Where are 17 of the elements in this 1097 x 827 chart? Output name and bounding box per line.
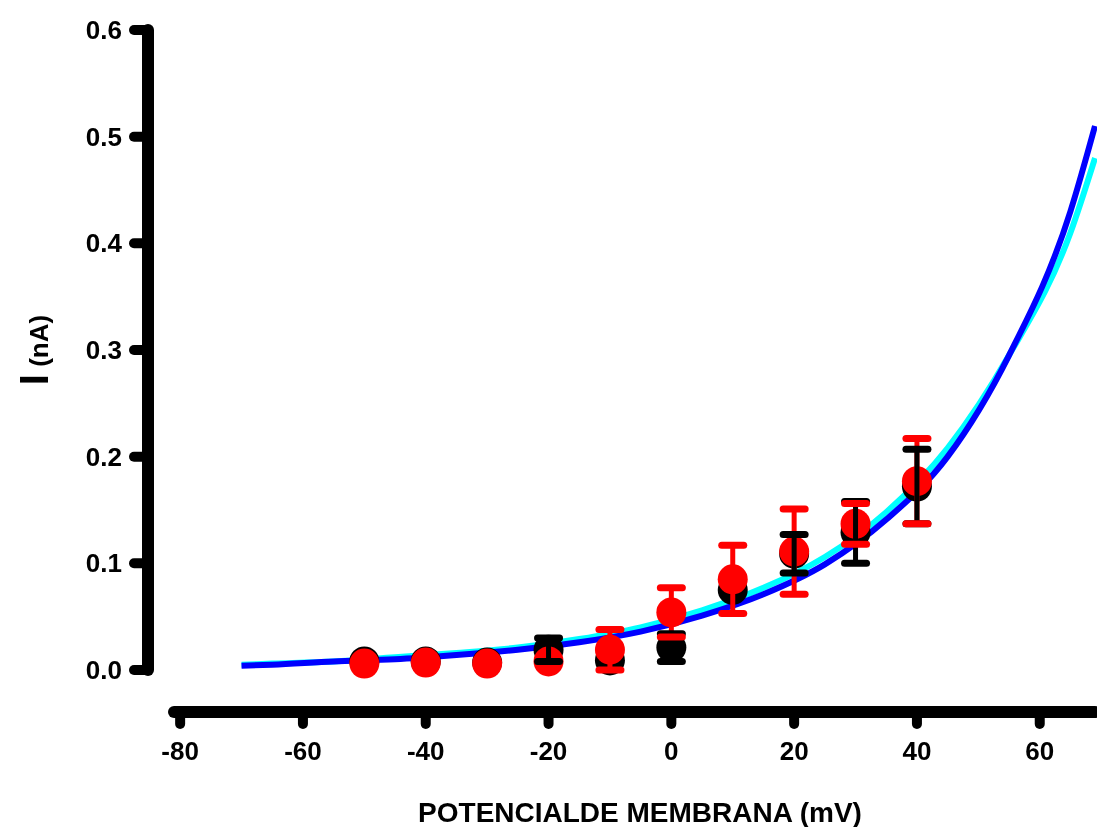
y-tick-label: 0.2 [85,441,122,472]
y-tick-label: 0.0 [85,655,122,685]
y-axis-title: I (nA) [12,314,56,386]
x-axis-title: POTENCIALDE MEMBRANA (mV) [418,797,862,827]
y-tick-label: 0.4 [85,228,123,259]
y-tick-label: 0.6 [85,15,122,45]
x-tick-label: -80 [161,736,199,766]
x-tick-label: -20 [529,736,568,766]
x-tick-label: 20 [779,736,809,766]
x-tick-label: -40 [406,736,445,766]
x-tick-label: 0 [664,736,679,766]
y-tick-label: 0.5 [85,121,122,152]
y-tick-label: 0.1 [85,548,122,579]
y-tick-label: 0.3 [85,335,122,365]
x-tick-label: 40 [902,736,932,766]
x-tick-label: 60 [1025,736,1055,766]
x-tick-label: -60 [284,736,322,766]
